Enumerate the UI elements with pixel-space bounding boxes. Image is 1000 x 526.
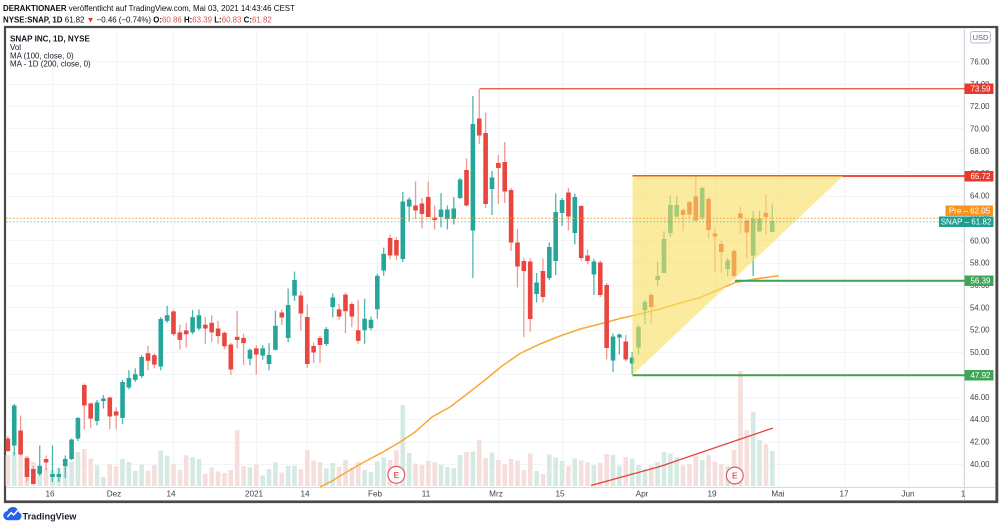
svg-text:54.00: 54.00 — [970, 303, 990, 312]
svg-text:73.59: 73.59 — [970, 85, 991, 94]
svg-text:DERAKTIONAER veröffentlicht au: DERAKTIONAER veröffentlicht auf TradingV… — [3, 4, 295, 13]
svg-text:44.00: 44.00 — [970, 415, 990, 424]
svg-text:16: 16 — [45, 490, 55, 499]
svg-text:E: E — [393, 470, 399, 480]
svg-text:15: 15 — [555, 490, 565, 499]
svg-text:NYSE:SNAP, 1D 61.82 ▼ −0.46 (−: NYSE:SNAP, 1D 61.82 ▼ −0.46 (−0.74%) O:6… — [3, 16, 272, 25]
svg-text:Mrz: Mrz — [489, 490, 503, 499]
svg-text:Vol: Vol — [10, 43, 21, 52]
svg-text:70.00: 70.00 — [970, 125, 990, 134]
svg-text:47.92: 47.92 — [970, 371, 991, 380]
svg-text:46.00: 46.00 — [970, 393, 990, 402]
svg-text:17: 17 — [839, 490, 849, 499]
svg-text:Dez: Dez — [107, 490, 122, 499]
svg-text:50.00: 50.00 — [970, 348, 990, 357]
svg-text:65.72: 65.72 — [970, 172, 991, 181]
svg-text:MA - 1D (200, close, 0): MA - 1D (200, close, 0) — [10, 60, 91, 69]
svg-text:SNAP – 61.82: SNAP – 61.82 — [941, 218, 992, 227]
svg-text:60.00: 60.00 — [970, 236, 990, 245]
svg-text:64.00: 64.00 — [970, 192, 990, 201]
svg-text:1: 1 — [961, 490, 966, 499]
svg-text:68.00: 68.00 — [970, 147, 990, 156]
svg-text:SNAP INC, 1D, NYSE: SNAP INC, 1D, NYSE — [10, 35, 91, 44]
svg-text:14: 14 — [300, 490, 310, 499]
svg-text:40.00: 40.00 — [970, 460, 990, 469]
svg-text:56.39: 56.39 — [970, 277, 991, 286]
svg-text:Mai: Mai — [771, 490, 784, 499]
svg-text:76.00: 76.00 — [970, 57, 990, 66]
svg-text:Apr: Apr — [636, 490, 649, 499]
svg-text:E: E — [732, 471, 738, 481]
svg-text:19: 19 — [707, 490, 717, 499]
svg-text:14: 14 — [166, 490, 176, 499]
svg-text:TradingView: TradingView — [23, 511, 78, 521]
svg-text:58.00: 58.00 — [970, 259, 990, 268]
svg-text:72.00: 72.00 — [970, 102, 990, 111]
svg-text:2021: 2021 — [245, 490, 264, 499]
svg-text:Pre – 62.05: Pre – 62.05 — [949, 207, 991, 216]
svg-text:MA (100, close, 0): MA (100, close, 0) — [10, 52, 74, 61]
svg-text:11: 11 — [422, 490, 431, 499]
svg-text:52.00: 52.00 — [970, 326, 990, 335]
svg-text:Feb: Feb — [368, 490, 383, 499]
svg-text:Jun: Jun — [901, 490, 915, 499]
svg-text:USD: USD — [973, 33, 989, 42]
svg-text:42.00: 42.00 — [970, 438, 990, 447]
